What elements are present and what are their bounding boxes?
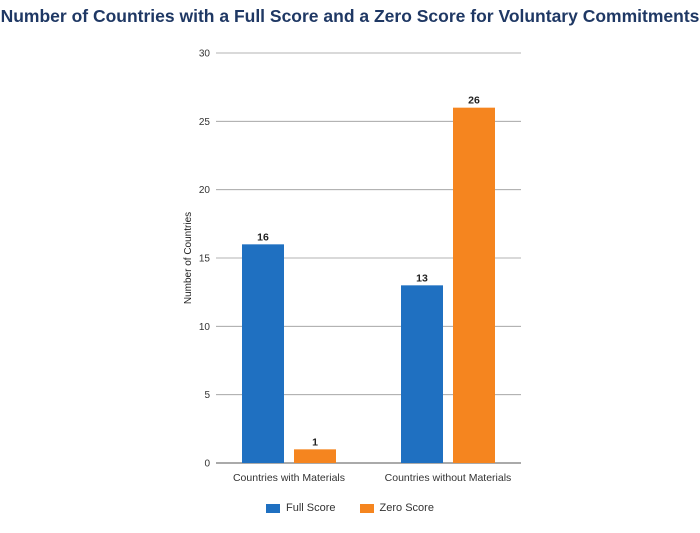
bar-value-label: 1	[312, 436, 318, 448]
legend-label-full-score: Full Score	[286, 502, 336, 514]
x-tick-label: Countries with Materials	[233, 472, 345, 484]
legend-item-full-score: Full Score	[266, 502, 336, 514]
bars	[242, 107, 495, 464]
bar-zero-score	[294, 449, 336, 463]
bar-value-label: 13	[416, 272, 428, 284]
y-tick-label: 30	[199, 49, 211, 60]
chart-title: Number of Countries with a Full Score an…	[0, 6, 700, 26]
y-axis-ticks: 0 5 10 15 20 25 30	[199, 49, 211, 470]
legend-item-zero-score: Zero Score	[359, 502, 434, 514]
y-tick-label: 10	[199, 322, 211, 333]
legend-swatch-zero-score	[359, 503, 374, 513]
y-tick-label: 5	[204, 390, 210, 401]
legend-swatch-full-score	[266, 503, 281, 513]
legend: Full Score Zero Score	[0, 502, 700, 514]
y-tick-label: 20	[199, 185, 211, 196]
y-tick-label: 15	[199, 254, 211, 265]
y-tick-label: 25	[199, 117, 211, 128]
bar-value-label: 26	[468, 95, 480, 107]
bar-zero-score	[453, 107, 495, 464]
data-labels: 16 13 1 26	[257, 95, 480, 449]
x-axis-ticks: Countries with Materials Countries withou…	[233, 472, 511, 484]
y-tick-label: 0	[204, 459, 210, 470]
bar-full-score	[242, 244, 284, 463]
bar-value-label: 16	[257, 231, 269, 243]
bar-full-score	[401, 285, 443, 463]
x-tick-label: Countries without Materials	[385, 472, 512, 484]
legend-label-zero-score: Zero Score	[379, 502, 434, 514]
y-axis-label: Number of Countries	[183, 212, 194, 304]
